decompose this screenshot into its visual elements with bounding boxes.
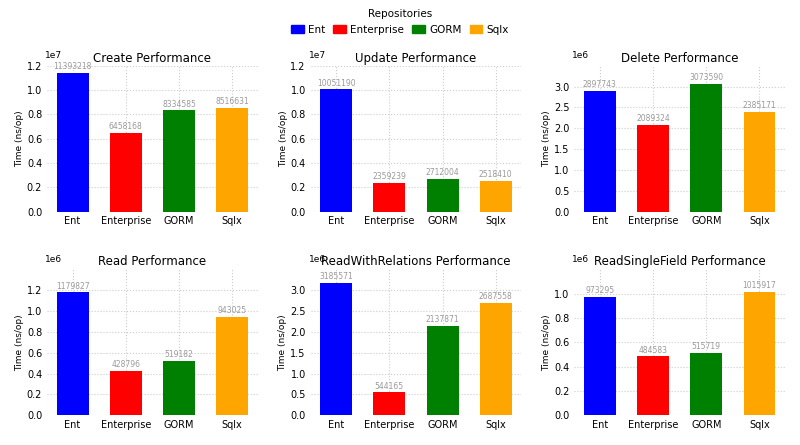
- Bar: [57, 73, 89, 211]
- Y-axis label: Time (ns/op): Time (ns/op): [15, 110, 24, 167]
- Y-axis label: Time (ns/op): Time (ns/op): [278, 110, 288, 167]
- Text: 2518410: 2518410: [479, 170, 513, 179]
- Y-axis label: Time (ns/op): Time (ns/op): [542, 110, 551, 167]
- Y-axis label: Time (ns/op): Time (ns/op): [542, 314, 551, 371]
- Text: 2687558: 2687558: [479, 292, 513, 302]
- Bar: [743, 292, 775, 415]
- Text: 544165: 544165: [375, 382, 404, 391]
- Bar: [374, 183, 406, 211]
- Text: 519182: 519182: [165, 350, 194, 360]
- Text: 943025: 943025: [218, 306, 246, 315]
- Bar: [584, 297, 616, 415]
- Bar: [426, 178, 458, 211]
- Text: 1e6: 1e6: [572, 255, 590, 263]
- Title: Read Performance: Read Performance: [98, 255, 206, 268]
- Text: 1e7: 1e7: [309, 51, 326, 60]
- Bar: [216, 317, 248, 415]
- Bar: [690, 352, 722, 415]
- Text: 10051190: 10051190: [317, 79, 355, 88]
- Text: 2385171: 2385171: [742, 101, 776, 110]
- Text: 515719: 515719: [692, 342, 721, 351]
- Text: 973295: 973295: [586, 286, 614, 295]
- Bar: [320, 283, 352, 415]
- Title: ReadWithRelations Performance: ReadWithRelations Performance: [322, 255, 510, 268]
- Text: 2712004: 2712004: [426, 168, 459, 177]
- Text: 2359239: 2359239: [373, 172, 406, 181]
- Title: Delete Performance: Delete Performance: [621, 52, 738, 65]
- Bar: [426, 326, 458, 415]
- Bar: [320, 89, 352, 211]
- Text: 1179827: 1179827: [56, 282, 90, 291]
- Legend: Ent, Enterprise, GORM, Sqlx: Ent, Enterprise, GORM, Sqlx: [287, 5, 513, 39]
- Text: 1e7: 1e7: [45, 51, 62, 60]
- Text: 2089324: 2089324: [636, 114, 670, 123]
- Bar: [584, 91, 616, 211]
- Bar: [216, 108, 248, 211]
- Text: 3185571: 3185571: [319, 272, 353, 281]
- Bar: [637, 356, 669, 415]
- Bar: [743, 112, 775, 211]
- Text: 2897743: 2897743: [583, 80, 617, 89]
- Y-axis label: Time (ns/op): Time (ns/op): [15, 314, 24, 371]
- Bar: [480, 303, 512, 415]
- Text: 484583: 484583: [638, 346, 667, 355]
- Text: 2137871: 2137871: [426, 316, 459, 324]
- Bar: [110, 133, 142, 211]
- Title: Create Performance: Create Performance: [94, 52, 211, 65]
- Text: 11393218: 11393218: [54, 62, 92, 72]
- Bar: [163, 110, 195, 211]
- Bar: [374, 392, 406, 415]
- Text: 1e6: 1e6: [309, 255, 326, 263]
- Text: 8516631: 8516631: [215, 97, 249, 106]
- Text: 1e6: 1e6: [572, 51, 590, 60]
- Y-axis label: Time (ns/op): Time (ns/op): [278, 314, 287, 371]
- Text: 1e6: 1e6: [45, 255, 62, 263]
- Bar: [480, 181, 512, 211]
- Title: ReadSingleField Performance: ReadSingleField Performance: [594, 255, 766, 268]
- Bar: [637, 125, 669, 211]
- Bar: [57, 292, 89, 415]
- Text: 8334585: 8334585: [162, 100, 196, 109]
- Text: 6458168: 6458168: [109, 122, 142, 131]
- Text: 428796: 428796: [111, 360, 140, 369]
- Bar: [690, 84, 722, 211]
- Title: Update Performance: Update Performance: [355, 52, 477, 65]
- Text: 1015917: 1015917: [742, 281, 776, 290]
- Bar: [110, 371, 142, 415]
- Bar: [163, 361, 195, 415]
- Text: 3073590: 3073590: [689, 73, 723, 82]
